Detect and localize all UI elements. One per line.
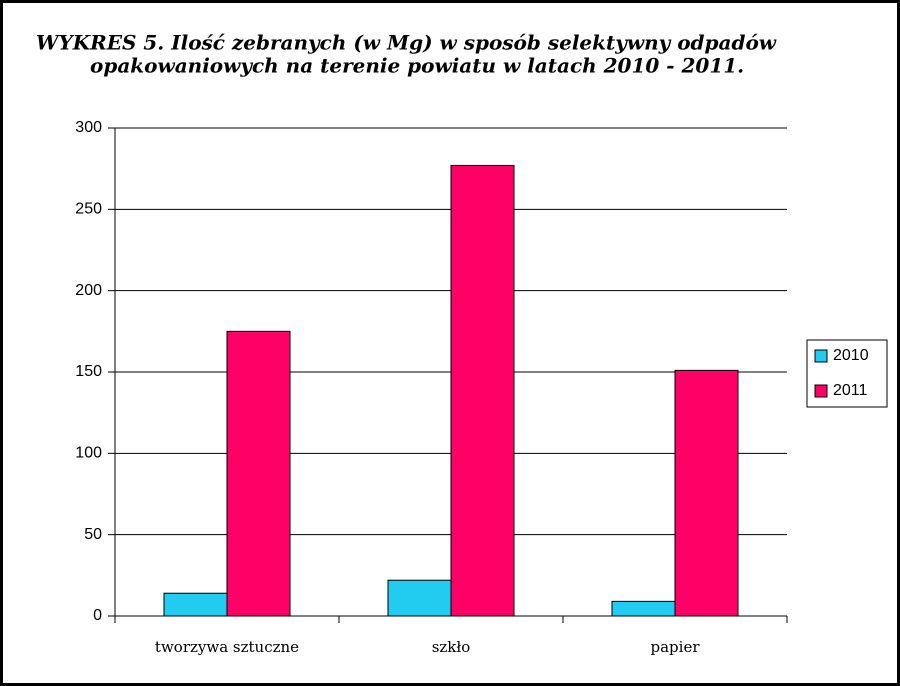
bar	[450, 164, 515, 617]
y-tick-label: 250	[75, 201, 102, 218]
chart-title: WYKRES 5. Ilość zebranych (w Mg) w sposó…	[36, 31, 777, 55]
legend-swatch	[814, 349, 828, 363]
legend-swatch	[814, 384, 828, 398]
legend-label: 2010	[833, 347, 869, 364]
x-tick-label: papier	[651, 638, 701, 656]
legend-label: 2011	[833, 382, 868, 399]
bar	[226, 330, 291, 617]
y-tick-label: 200	[75, 282, 102, 299]
y-tick-label: 0	[93, 607, 102, 624]
bar	[611, 600, 676, 617]
y-tick-label: 150	[75, 363, 102, 380]
x-tick-label: szkło	[432, 638, 471, 656]
bar	[163, 592, 228, 617]
x-tick-label: tworzywa sztuczne	[155, 638, 299, 656]
chart-title: opakowaniowych na terenie powiatu w lata…	[90, 54, 744, 78]
bar	[674, 369, 739, 617]
y-tick-label: 300	[75, 119, 102, 136]
y-tick-label: 50	[84, 526, 102, 543]
y-tick-label: 100	[75, 445, 102, 462]
bar	[387, 579, 452, 617]
